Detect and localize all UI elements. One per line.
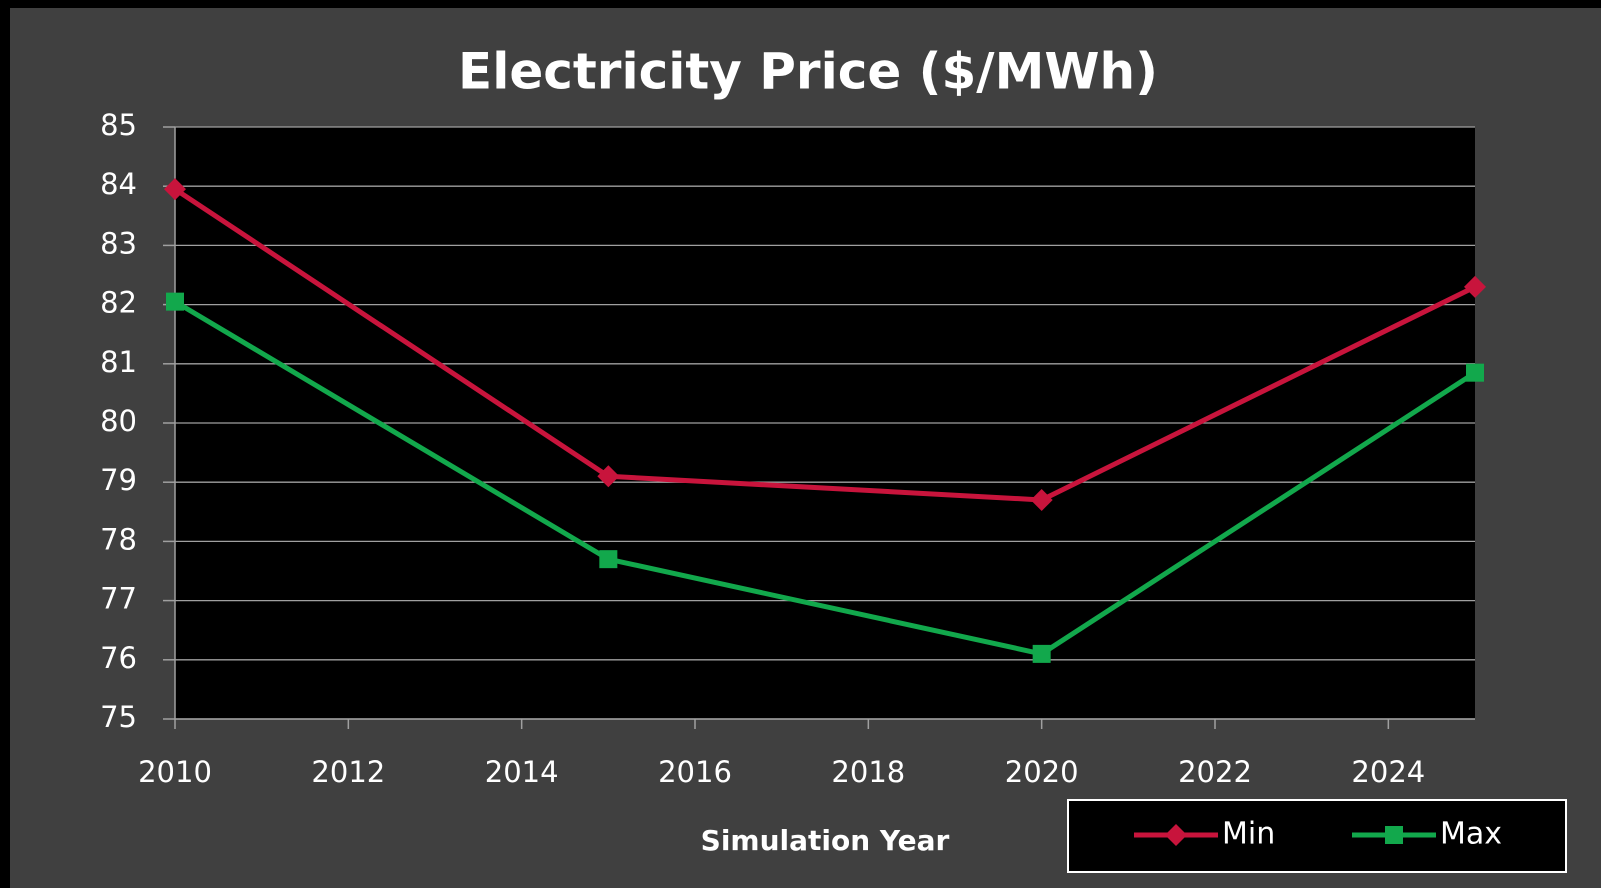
- data-point: [166, 292, 184, 311]
- chart-title: Electricity Price ($/MWh): [458, 43, 1158, 101]
- y-tick-label: 79: [100, 463, 137, 497]
- x-tick-label: 2010: [138, 755, 212, 789]
- data-point: [597, 465, 620, 488]
- x-axis-title: Simulation Year: [701, 824, 950, 857]
- y-tick-label: 85: [100, 108, 137, 142]
- data-point: [1032, 644, 1051, 663]
- y-tick-label: 76: [100, 641, 137, 675]
- data-point: [599, 550, 618, 569]
- y-tick-label: 75: [100, 700, 137, 734]
- series-line: [173, 187, 1477, 503]
- legend-label: Max: [1440, 817, 1502, 852]
- legend-marker: [1385, 826, 1403, 844]
- y-tick-label: 78: [100, 522, 137, 556]
- x-tick-label: 2018: [831, 755, 905, 789]
- x-tick-label: 2016: [658, 755, 732, 789]
- y-tick-label: 77: [100, 582, 137, 616]
- x-tick-label: 2022: [1178, 755, 1252, 789]
- x-tick-label: 2014: [485, 755, 559, 789]
- y-tick-label: 82: [100, 286, 137, 320]
- data-point: [1464, 275, 1486, 298]
- data-point: [1030, 488, 1053, 511]
- y-tick-label: 81: [100, 345, 137, 379]
- x-tick-label: 2020: [1005, 755, 1079, 789]
- legend-label: Min: [1222, 817, 1275, 852]
- legend-marker: [1165, 824, 1187, 846]
- series-line: [173, 299, 1477, 657]
- y-tick-label: 84: [100, 167, 137, 201]
- x-tick-label: 2024: [1351, 755, 1425, 789]
- y-tick-label: 83: [100, 226, 137, 260]
- y-tick-label: 80: [100, 404, 137, 438]
- data-point: [1466, 363, 1484, 382]
- x-tick-label: 2012: [311, 755, 385, 789]
- data-point: [164, 178, 186, 201]
